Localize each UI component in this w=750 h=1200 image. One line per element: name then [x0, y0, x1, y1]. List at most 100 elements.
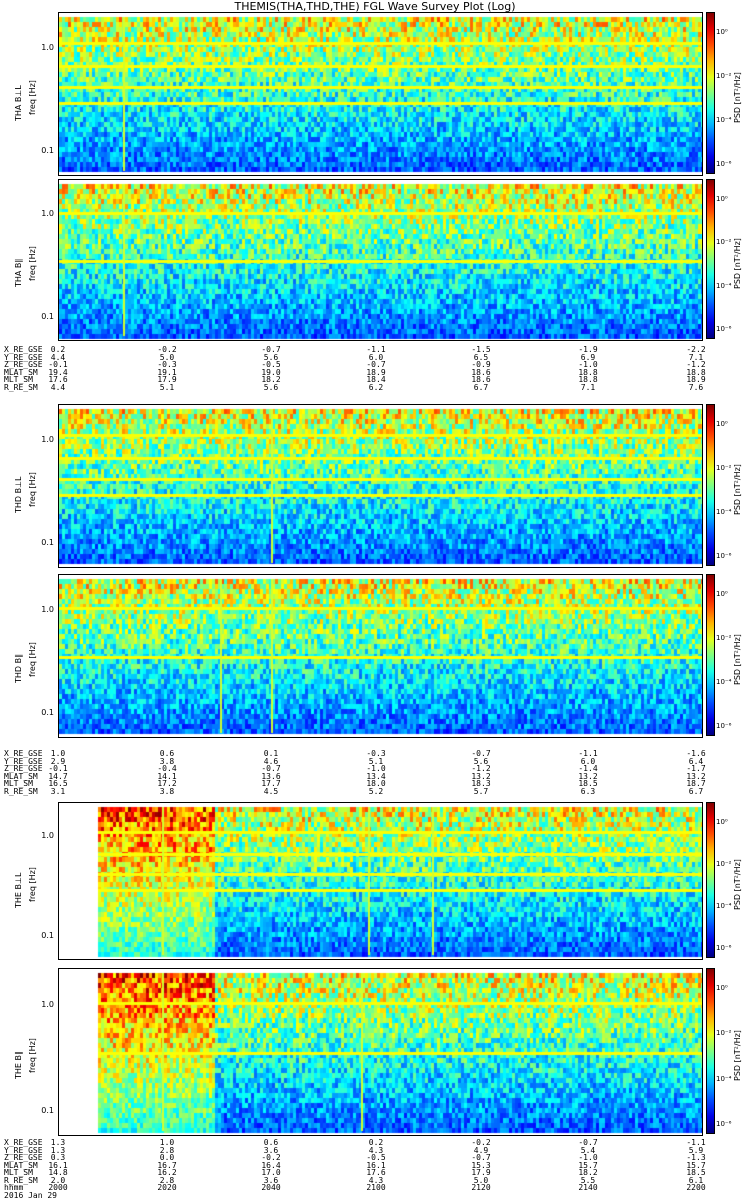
ephemeris-value: -0.1 [48, 764, 68, 773]
colorbar-tick-label: 10⁻² [716, 238, 732, 247]
spectrogram-panel-tha-1 [58, 179, 703, 341]
ephemeris-value: -0.5 [366, 1153, 386, 1162]
ephemeris-value: -0.7 [471, 1153, 491, 1162]
ephemeris-label: hhmm [4, 1183, 24, 1192]
ephemeris-value: 5.0 [159, 352, 175, 362]
ephemeris-value: 6.0 [580, 756, 596, 766]
ephemeris-value: 18.6 [471, 367, 491, 377]
ephemeris-value: 18.5 [686, 1168, 706, 1177]
ephemeris-value: 16.2 [157, 1168, 177, 1177]
ephemeris-label: Y_RE_GSE [4, 1145, 43, 1155]
ephemeris-value: -1.7 [686, 764, 706, 773]
ephemeris-value: 0.3 [50, 1153, 66, 1162]
colorbar-tick-label: 10⁻⁶ [716, 160, 732, 168]
spectrogram-image [59, 575, 702, 737]
colorbar-label: PSD [nT²/Hz] [733, 72, 742, 123]
ephemeris-label: MLT_SM [4, 1168, 33, 1177]
ephemeris-label: Z_RE_GSE [4, 360, 43, 369]
ephemeris-value: 16.5 [48, 779, 68, 788]
y-tick-label: 1.0 [41, 831, 54, 841]
ephemeris-value: 13.2 [578, 771, 598, 781]
ephemeris-value: 5.9 [688, 1145, 704, 1155]
ephemeris-value: 2120 [471, 1183, 491, 1192]
ephemeris-value: -1.1 [578, 749, 598, 758]
ephemeris-value: 0.0 [159, 1153, 175, 1162]
ephemeris-value: 2200 [686, 1183, 706, 1192]
ephemeris-value: 5.5 [580, 1175, 596, 1185]
ephemeris-label: R_RE_SM [4, 786, 38, 796]
y-tick-label: 0.1 [41, 538, 54, 548]
ephemeris-value: 14.7 [48, 771, 68, 781]
ephemeris-value: 3.8 [159, 786, 175, 796]
colorbar-tick-label: 10⁻² [716, 72, 732, 80]
ephemeris-value: 4.3 [368, 1175, 384, 1185]
colorbar-tick-label: 10⁻⁶ [716, 325, 732, 333]
ephemeris-value: 18.9 [686, 375, 706, 384]
ephemeris-value: 0.6 [159, 749, 175, 758]
colorbar-label: PSD [nT²/Hz] [733, 634, 742, 685]
ephemeris-value: -1.0 [578, 360, 598, 369]
y-axis-label-component: THA B⊥L [14, 85, 23, 121]
ephemeris-value: 3.6 [263, 1175, 279, 1185]
colorbar-tick-label: 10⁰ [716, 590, 728, 598]
ephemeris-value: 1.3 [50, 1138, 66, 1147]
ephemeris-value: 0.2 [368, 1138, 384, 1147]
ephemeris-value: -0.7 [471, 749, 491, 758]
ephemeris-value: 3.8 [159, 756, 175, 766]
ephemeris-value: 2.9 [50, 756, 66, 766]
ephemeris-value: 6.7 [688, 786, 704, 796]
ephemeris-value: -1.0 [366, 764, 386, 773]
ephemeris-value: -0.7 [578, 1138, 598, 1147]
spectrogram-image [59, 180, 702, 340]
colorbar-tick-label: 10⁰ [716, 420, 728, 428]
plot-title: THEMIS(THA,THD,THE) FGL Wave Survey Plot… [234, 0, 516, 13]
ephemeris-value: 16.7 [157, 1160, 177, 1170]
y-tick-label: 0.1 [41, 1105, 54, 1115]
ephemeris-value: -1.4 [578, 764, 598, 773]
ephemeris-value: 18.2 [578, 1168, 598, 1177]
ephemeris-value: 14.1 [157, 771, 177, 781]
ephemeris-value: 2000 [48, 1183, 68, 1192]
y-tick-label: 1.0 [41, 999, 54, 1009]
colorbar-tick-label: 10⁰ [716, 818, 728, 826]
ephemeris-value: -1.2 [686, 360, 706, 369]
colorbar-tick-label: 10⁻⁶ [716, 1120, 732, 1128]
ephemeris-value: 4.5 [263, 786, 279, 796]
ephemeris-value: 1.0 [159, 1138, 175, 1147]
y-tick-label: 0.1 [41, 708, 54, 718]
ephemeris-value: 5.6 [263, 382, 279, 392]
ephemeris-value: 1.0 [50, 749, 66, 758]
ephemeris-label: X_RE_GSE [4, 1138, 43, 1147]
ephemeris-value: 15.7 [686, 1160, 706, 1170]
ephemeris-value: 15.3 [471, 1160, 491, 1170]
colorbar [706, 12, 715, 174]
ephemeris-label: R_RE_SM [4, 382, 38, 392]
ephemeris-value: 18.0 [366, 779, 386, 788]
ephemeris-value: 15.7 [578, 1160, 598, 1170]
colorbar-tick-label: 10⁻⁴ [716, 281, 732, 290]
ephemeris-value: -0.2 [261, 1153, 281, 1162]
spectrogram-image [59, 969, 702, 1135]
ephemeris-value: 16.4 [261, 1160, 281, 1170]
y-axis-label-component: THE B∥ [14, 1051, 23, 1079]
ephemeris-label: MLT_SM [4, 779, 33, 788]
ephemeris-value: -1.9 [578, 345, 598, 354]
colorbar-tick-label: 10⁻⁶ [716, 552, 732, 560]
y-tick-label: 0.1 [41, 146, 54, 156]
spectrogram-image [59, 803, 702, 959]
ephemeris-value: 0.1 [263, 749, 279, 758]
colorbar-label: PSD [nT²/Hz] [733, 1030, 742, 1081]
ephemeris-value: 17.6 [366, 1168, 386, 1177]
ephemeris-value: 5.2 [368, 786, 384, 796]
ephemeris-value: 6.0 [368, 352, 384, 362]
ephemeris-value: 19.0 [261, 367, 281, 377]
ephemeris-value: 6.2 [368, 382, 384, 392]
ephemeris-value: 4.4 [50, 382, 66, 392]
ephemeris-label: X_RE_GSE [4, 345, 43, 354]
colorbar-tick-label: 10⁻² [716, 634, 732, 642]
ephemeris-value: 18.4 [366, 375, 386, 384]
colorbar-tick-label: 10⁻⁴ [716, 678, 732, 686]
spectrogram-panel-the-4 [58, 802, 703, 960]
ephemeris-value: -0.7 [261, 764, 281, 773]
ephemeris-value: 18.8 [578, 375, 598, 384]
